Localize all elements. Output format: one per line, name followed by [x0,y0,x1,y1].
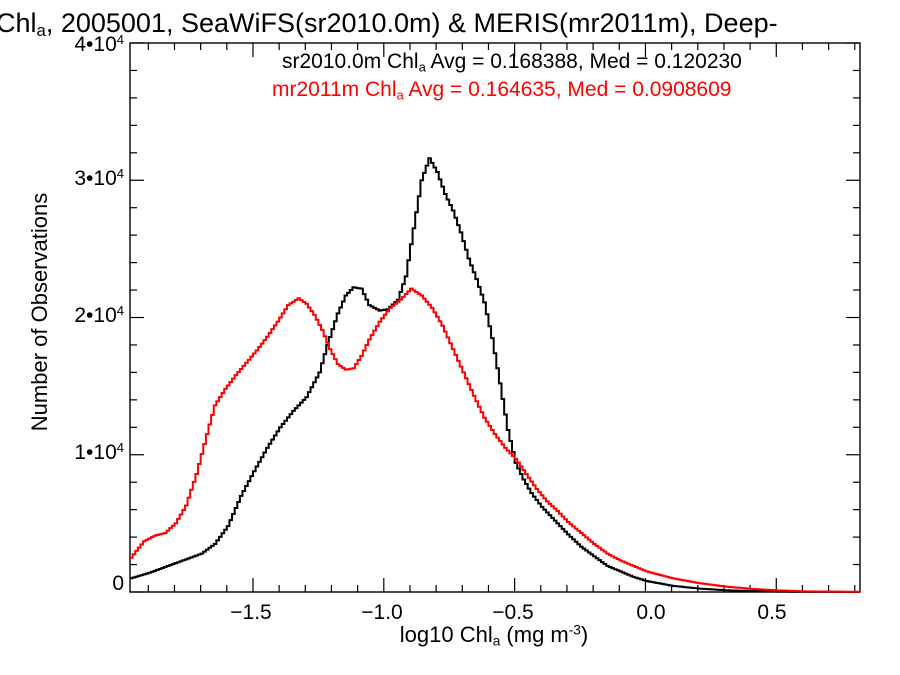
xtick-label-neg1.0: −1.0 [361,601,403,624]
xtick-label-0.0: 0.0 [636,601,666,624]
y-axis-label: Number of Observations [27,192,52,432]
x-axis-label: log10 Chla (mg m-3) [399,622,589,649]
ytick-label-0: 0 [112,572,124,595]
axis-ticks [130,42,860,593]
series-line-sr2010.0m [130,157,861,593]
chart-title: Chla, 2005001, SeaWiFS(sr2010.0m) & MERI… [0,8,778,41]
xtick-label-0.5: 0.5 [757,601,787,624]
xtick-label-neg1.5: −1.5 [230,601,272,624]
legend-entry-mr2011: mr2011m Chla Avg = 0.164635, Med = 0.090… [272,78,732,103]
series-line-mr2011m [130,287,861,593]
xtick-label-neg0.5: −0.5 [492,601,534,624]
ytick-label-2e4: 2•104 [74,303,124,328]
ytick-label-3e4: 3•104 [74,166,124,191]
legend-entry-sr2010: sr2010.0m Chla Avg = 0.168388, Med = 0.1… [282,50,742,75]
series-group [130,157,861,593]
plot-frame [129,42,861,593]
ytick-label-1e4: 1•104 [74,440,124,465]
ytick-label-4e4: 4•104 [74,32,124,57]
